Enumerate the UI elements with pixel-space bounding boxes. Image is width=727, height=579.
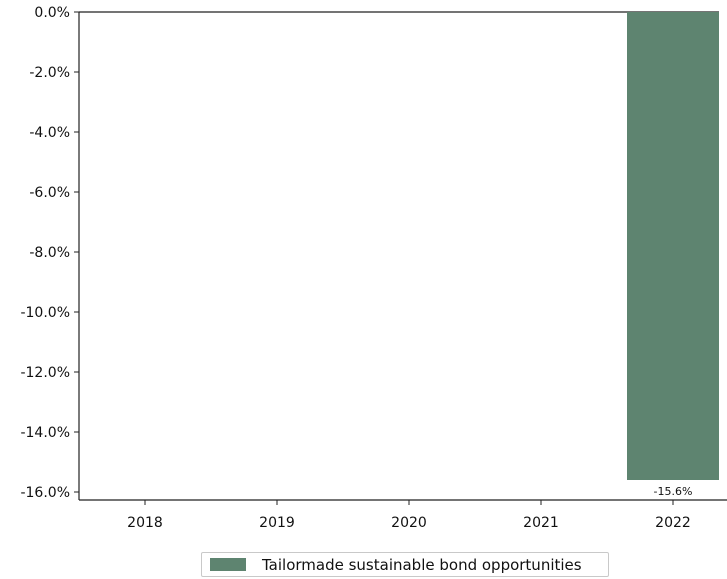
x-tick-label: 2022 (655, 515, 691, 531)
legend-swatch (210, 558, 246, 571)
y-tick-label: -8.0% (29, 245, 70, 261)
bar-2022 (627, 12, 719, 480)
y-tick-label: -10.0% (20, 305, 70, 321)
x-tick-label: 2019 (259, 515, 295, 531)
plot-frame (78, 11, 727, 501)
x-tick-label: 2018 (127, 515, 163, 531)
y-tick-label: -4.0% (29, 125, 70, 141)
bars-group (627, 12, 719, 480)
legend: Tailormade sustainable bond opportunitie… (201, 552, 609, 577)
y-axis-ticks: 0.0% -2.0% -4.0% -6.0% -8.0% -10.0% -12.0% -14.… (20, 5, 79, 501)
y-tick-label: -14.0% (20, 425, 70, 441)
x-axis-ticks: 2018 2019 2020 2021 2022 (127, 500, 691, 531)
x-tick-label: 2020 (391, 515, 427, 531)
y-tick-label: -2.0% (29, 65, 70, 81)
legend-label: Tailormade sustainable bond opportunitie… (262, 555, 582, 574)
y-tick-label: -6.0% (29, 185, 70, 201)
y-tick-label: -16.0% (20, 485, 70, 501)
data-label-2022: -15.6% (654, 485, 693, 498)
y-tick-label: -12.0% (20, 365, 70, 381)
y-tick-label: 0.0% (34, 5, 70, 21)
x-tick-label: 2021 (523, 515, 559, 531)
data-labels-group: -15.6% (654, 485, 693, 498)
